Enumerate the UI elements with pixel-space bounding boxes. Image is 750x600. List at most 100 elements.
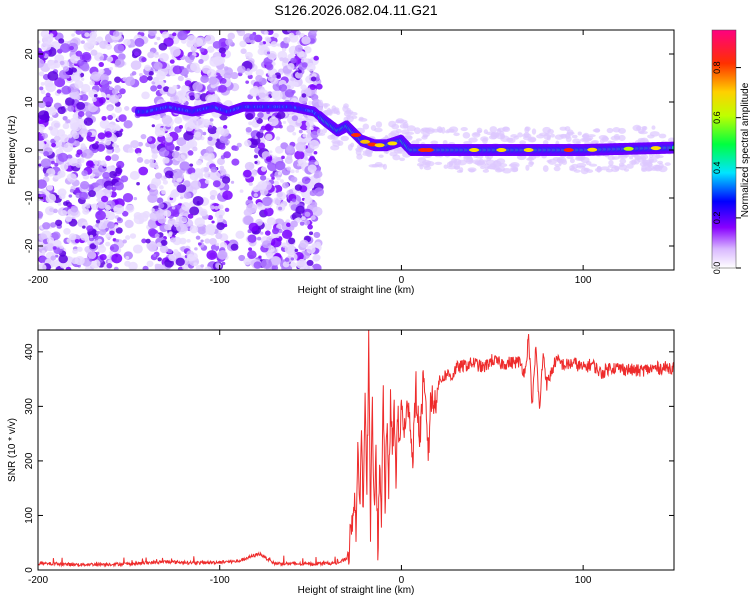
noise-speckle	[55, 219, 63, 227]
noise-speckle	[276, 43, 281, 47]
noise-speckle	[85, 160, 94, 168]
noise-speckle	[129, 170, 140, 181]
snr-xtick-label: 100	[575, 575, 592, 586]
noise-speckle	[221, 261, 226, 266]
noise-speckle	[59, 60, 65, 66]
noise-speckle	[180, 151, 189, 160]
noise-speckle	[38, 58, 45, 68]
noise-speckle	[123, 38, 131, 46]
halo-speckle	[335, 110, 341, 115]
noise-speckle	[186, 238, 191, 243]
ridge-hotspot	[423, 148, 434, 152]
noise-speckle	[51, 231, 61, 240]
noise-speckle	[156, 84, 162, 90]
noise-speckle	[97, 132, 106, 140]
halo-speckle	[546, 134, 551, 141]
noise-speckle	[50, 255, 57, 261]
noise-speckle	[85, 204, 91, 209]
noise-speckle	[176, 177, 183, 183]
noise-speckle	[206, 250, 218, 260]
noise-speckle	[309, 139, 320, 150]
noise-speckle	[93, 93, 98, 98]
noise-speckle	[180, 66, 185, 70]
colorbar-frame	[711, 29, 737, 269]
noise-speckle	[204, 238, 211, 244]
noise-speckle	[67, 134, 73, 139]
noise-speckle	[173, 249, 179, 254]
noise-speckle	[224, 207, 230, 212]
noise-speckle	[139, 75, 149, 84]
noise-speckle	[219, 168, 226, 175]
noise-speckle	[313, 187, 325, 197]
noise-speckle	[192, 146, 198, 152]
noise-speckle	[154, 233, 160, 238]
noise-speckle	[89, 258, 93, 262]
noise-speckle	[183, 131, 194, 141]
noise-speckle	[282, 57, 289, 64]
noise-speckle	[189, 95, 195, 101]
noise-speckle	[109, 250, 114, 255]
noise-speckle	[107, 106, 113, 112]
colorbar-tick-label: 0.6	[712, 111, 722, 124]
noise-speckle	[276, 176, 281, 181]
halo-speckle	[365, 149, 374, 155]
noise-speckle	[294, 44, 303, 53]
noise-speckle	[115, 167, 123, 174]
halo-speckle	[480, 166, 486, 170]
noise-speckle	[193, 262, 198, 267]
noise-speckle	[138, 73, 143, 77]
halo-speckle	[502, 126, 510, 131]
noise-speckle	[165, 135, 173, 143]
noise-speckle	[47, 71, 59, 81]
noise-speckle	[291, 115, 299, 122]
ridge-hotspot	[623, 146, 634, 151]
halo-speckle	[552, 156, 561, 161]
noise-speckle	[178, 89, 187, 98]
noise-speckle	[209, 118, 214, 122]
noise-speckle	[279, 179, 284, 183]
noise-speckle	[159, 52, 169, 62]
noise-speckle	[158, 42, 168, 51]
noise-speckle	[172, 65, 183, 75]
noise-speckle	[148, 71, 154, 76]
noise-speckle	[247, 250, 257, 259]
noise-speckle	[124, 106, 130, 111]
noise-speckle	[181, 217, 187, 222]
noise-speckle	[58, 254, 68, 264]
noise-speckle	[270, 256, 282, 266]
noise-speckle	[253, 193, 259, 198]
noise-speckle	[70, 72, 81, 82]
noise-speckle	[192, 195, 204, 206]
noise-speckle	[170, 189, 180, 198]
colorbar-ticks: 0.0 0.2 0.4 0.6 0.8	[712, 61, 741, 274]
halo-speckle	[467, 167, 477, 173]
noise-speckle	[247, 196, 253, 201]
spectrogram-ytick-label: 10	[24, 96, 35, 108]
halo-speckle	[512, 167, 519, 172]
noise-speckle	[129, 233, 137, 239]
noise-speckle	[77, 110, 85, 118]
spectrogram-xtick-label: -200	[28, 275, 48, 286]
noise-speckle	[82, 149, 94, 159]
noise-speckle	[38, 179, 47, 189]
noise-speckle	[233, 145, 239, 152]
noise-speckle	[81, 77, 85, 81]
noise-speckle	[260, 125, 267, 131]
noise-speckle	[76, 149, 83, 155]
noise-speckle	[117, 217, 122, 222]
noise-speckle	[189, 54, 195, 60]
noise-speckle	[72, 248, 78, 254]
noise-speckle	[99, 56, 104, 61]
noise-speckle	[122, 193, 134, 203]
noise-speckle	[250, 39, 255, 45]
noise-speckle	[305, 265, 314, 270]
noise-speckle	[164, 170, 174, 179]
noise-speckle	[112, 30, 120, 37]
noise-speckle	[154, 172, 163, 179]
noise-speckle	[55, 254, 59, 258]
noise-speckle	[124, 219, 134, 229]
noise-speckle	[87, 131, 93, 137]
halo-speckle	[480, 136, 489, 142]
noise-speckle	[112, 142, 118, 148]
